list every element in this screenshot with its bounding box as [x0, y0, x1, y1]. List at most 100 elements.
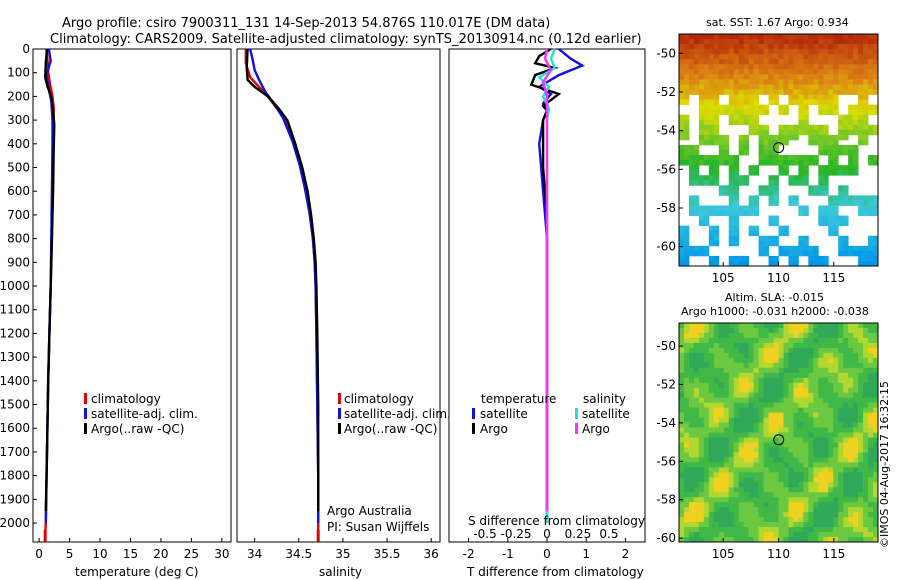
map-cell [828, 34, 834, 40]
map-cell [753, 407, 760, 413]
map-cell [693, 417, 700, 423]
map-cell [763, 139, 769, 146]
map-cell [713, 210, 720, 216]
map-cell [708, 507, 715, 513]
map-cell [708, 412, 715, 418]
map-cell [823, 417, 829, 423]
map-cell [803, 392, 809, 399]
map-cell [838, 114, 844, 121]
map-cell [868, 367, 874, 374]
map-cell [858, 250, 864, 257]
map-cell [723, 74, 730, 80]
map-cell [748, 377, 755, 384]
map-cell [838, 119, 844, 126]
map-cell [853, 417, 859, 423]
map-cell [713, 392, 720, 399]
map-cell [853, 250, 859, 257]
map-cell [778, 537, 784, 543]
map-cell [828, 347, 834, 354]
map-cell [823, 377, 829, 384]
map-cell [718, 59, 725, 65]
map-cell [713, 225, 720, 232]
map-cell [688, 323, 695, 329]
map-cell [813, 79, 819, 85]
map-cell [713, 79, 720, 85]
map-cell [679, 119, 685, 126]
map-cell [833, 144, 839, 151]
map-cell [743, 482, 750, 488]
map-cell [708, 170, 715, 176]
map-cell [778, 74, 784, 80]
map-cell [793, 502, 799, 508]
map-cell [753, 59, 760, 65]
map-cell [703, 357, 710, 364]
map-cell [713, 64, 720, 70]
map-cell [853, 532, 859, 538]
map-cell [843, 537, 849, 543]
map-cell [713, 175, 720, 181]
map-cell [788, 89, 794, 95]
map-cell [783, 477, 789, 483]
map-cell [738, 392, 745, 399]
map-cell [723, 477, 730, 483]
map-cell [853, 64, 859, 70]
map-cell [703, 377, 710, 384]
map-cell [763, 250, 769, 257]
map-cell [738, 487, 745, 493]
map-cell [788, 422, 794, 428]
map-cell [688, 477, 695, 483]
map-cell [783, 522, 789, 528]
map-cell [683, 342, 690, 349]
map-cell [733, 155, 740, 161]
map-cell [793, 79, 799, 85]
map-cell [763, 392, 769, 399]
map-x-tick-label: 115 [822, 271, 845, 285]
map-cell [683, 64, 690, 70]
map-cell [828, 89, 834, 95]
map-cell [683, 94, 690, 100]
map-cell [693, 245, 700, 252]
map-cell [758, 452, 764, 458]
map-cell [723, 362, 730, 369]
map-cell [843, 200, 849, 206]
map-cell [793, 417, 799, 423]
map-cell [713, 352, 720, 359]
map-cell [693, 427, 700, 433]
map-cell [858, 402, 864, 409]
map-cell [828, 487, 834, 493]
map-cell [873, 387, 879, 394]
map-cell [873, 124, 879, 131]
map-cell [838, 477, 844, 483]
map-cell [828, 527, 834, 533]
map-cell [713, 109, 720, 116]
map-cell [748, 352, 755, 359]
map-cell [768, 327, 774, 334]
map-cell [858, 467, 864, 473]
map-cell [708, 99, 715, 106]
map-cell [768, 44, 774, 50]
map-cell [679, 245, 685, 252]
map-cell [853, 342, 859, 349]
map-cell [808, 245, 814, 252]
map-cell [833, 332, 839, 339]
map-cell [713, 332, 720, 339]
map-cell [808, 472, 814, 478]
map-cell [858, 362, 864, 369]
map-cell [868, 537, 874, 543]
map-cell [758, 74, 764, 80]
map-cell [833, 327, 839, 334]
map-cell [823, 497, 829, 503]
map-cell [803, 457, 809, 463]
map-cell [823, 170, 829, 176]
map-cell [863, 397, 869, 404]
credit-pi: PI: Susan Wijffels [327, 520, 429, 534]
map-cell [748, 49, 755, 55]
map-cell [748, 477, 755, 483]
map-cell [768, 323, 774, 329]
map-y-tick-label: -52 [656, 377, 676, 391]
map-cell [758, 357, 764, 364]
map-cell [733, 402, 740, 409]
map-cell [778, 109, 784, 116]
map-cell [798, 89, 804, 95]
map-cell [723, 104, 730, 111]
